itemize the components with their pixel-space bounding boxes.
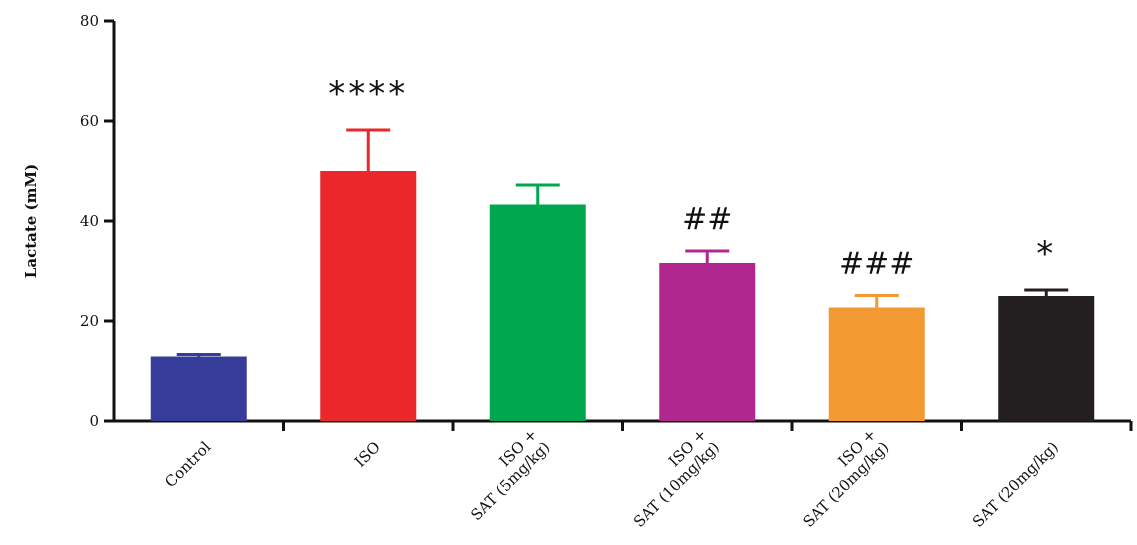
- bar: [150, 356, 247, 421]
- x-category-label: ISO +SAT (5mg/kg): [467, 425, 553, 524]
- x-tick-label: Control: [161, 438, 214, 491]
- significance-mark: ##: [682, 202, 732, 237]
- bar: [489, 204, 586, 421]
- y-tick-label: 40: [80, 212, 99, 230]
- significance-mark: ###: [839, 247, 914, 282]
- y-tick-label: 0: [89, 412, 99, 430]
- significance-annotations: ****##### *: [328, 74, 1056, 282]
- bar: [998, 296, 1095, 421]
- y-tick-label: 80: [80, 12, 99, 30]
- bar: [828, 307, 925, 421]
- bars: [150, 128, 1095, 421]
- x-category-label: ISO +SAT (10mg/kg): [630, 425, 723, 531]
- bar: [659, 263, 756, 421]
- x-tick-label: SAT (20mg/kg): [969, 438, 1062, 531]
- x-category-label: ISO: [351, 438, 384, 471]
- y-axis-label: Lactate (mM): [22, 164, 40, 278]
- x-category-label: ISO +SAT (20mg/kg): [799, 425, 892, 531]
- category-labels: Control ISO ISO +SAT (5mg/kg) ISO +SAT (10m…: [161, 425, 1062, 531]
- significance-mark: *: [1036, 234, 1056, 274]
- y-tick-label: 60: [80, 112, 99, 130]
- x-category-label: Control: [161, 438, 214, 491]
- bar: [320, 171, 417, 421]
- axes: 0 20 40 60 80: [80, 12, 1133, 431]
- x-category-label: SAT (20mg/kg): [969, 438, 1062, 531]
- y-tick-label: 20: [80, 312, 99, 330]
- significance-mark: ****: [328, 74, 408, 114]
- x-tick-label: ISO: [351, 438, 384, 471]
